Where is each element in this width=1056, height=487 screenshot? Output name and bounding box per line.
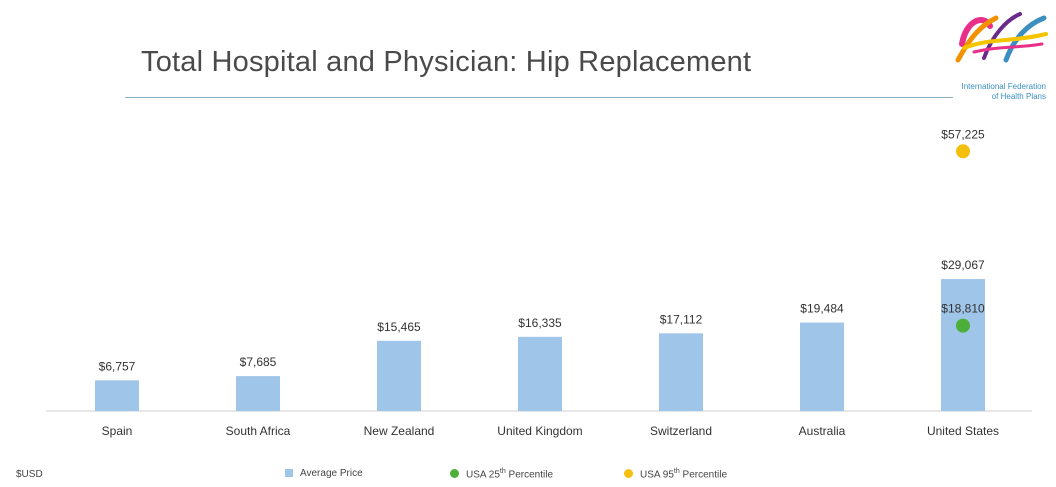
marker-label-p25: $18,810: [941, 302, 985, 316]
bar-spain: [95, 380, 139, 411]
bar-united-states: [941, 279, 985, 411]
marker-p25: [956, 318, 970, 333]
x-tick-label-new-zealand: New Zealand: [364, 424, 435, 438]
legend-item-p95: USA 95th Percentile: [624, 468, 727, 480]
bar-value-label-south-africa: $7,685: [240, 355, 277, 369]
legend-label-p25-prefix: USA 25: [466, 469, 500, 481]
legend-label-p25-suffix: Percentile: [505, 469, 554, 481]
legend-dot-p95: [624, 469, 633, 479]
legend-dot-p25: [450, 469, 459, 479]
logo-text-line1: International Federation: [961, 82, 1047, 91]
bar-switzerland: [659, 333, 703, 411]
x-tick-label-united-kingdom: United Kingdom: [497, 424, 582, 438]
bar-value-label-new-zealand: $15,465: [377, 320, 421, 334]
legend-label-p95-suffix: Percentile: [679, 469, 728, 481]
legend-label-p95-sup: th: [673, 468, 680, 475]
legend-label-average: Average Price: [300, 468, 363, 479]
ifhp-logo: International Federation of Health Plans: [944, 8, 1054, 101]
bar-value-label-australia: $19,484: [800, 302, 844, 316]
x-tick-label-australia: Australia: [799, 424, 846, 438]
unit-label: $USD: [16, 469, 43, 480]
bar-south-africa: [236, 376, 280, 411]
x-tick-label-south-africa: South Africa: [226, 424, 291, 438]
bar-australia: [800, 322, 844, 411]
x-tick-label-switzerland: Switzerland: [650, 424, 712, 438]
logo-text-line2: of Health Plans: [991, 92, 1046, 101]
bar-value-label-spain: $6,757: [99, 359, 136, 373]
bar-chart: $6,757 Spain $7,685 South Africa $15,465 New …: [46, 127, 1032, 438]
legend-item-p25: USA 25th Percentile: [450, 468, 553, 480]
chart-title: Total Hospital and Physician: Hip Replac…: [141, 46, 752, 78]
bar-value-label-united-kingdom: $16,335: [518, 316, 562, 330]
ifhp-logo-icon: [955, 12, 1048, 63]
legend-label-p95-prefix: USA 95: [640, 469, 674, 481]
marker-label-p95: $57,225: [941, 127, 985, 141]
bar-united-kingdom: [518, 336, 562, 411]
marker-p95: [956, 144, 970, 159]
bar-value-label-switzerland: $17,112: [660, 312, 703, 326]
title-divider: [125, 97, 953, 98]
bar-value-label-united-states: $29,067: [941, 258, 985, 272]
legend-swatch-average: [285, 469, 293, 477]
legend-label-p25-sup: th: [499, 468, 506, 475]
x-tick-label-united-states: United States: [927, 424, 999, 438]
bar-new-zealand: [377, 340, 421, 411]
x-tick-label-spain: Spain: [102, 424, 133, 438]
legend-item-average: Average Price: [285, 468, 363, 479]
